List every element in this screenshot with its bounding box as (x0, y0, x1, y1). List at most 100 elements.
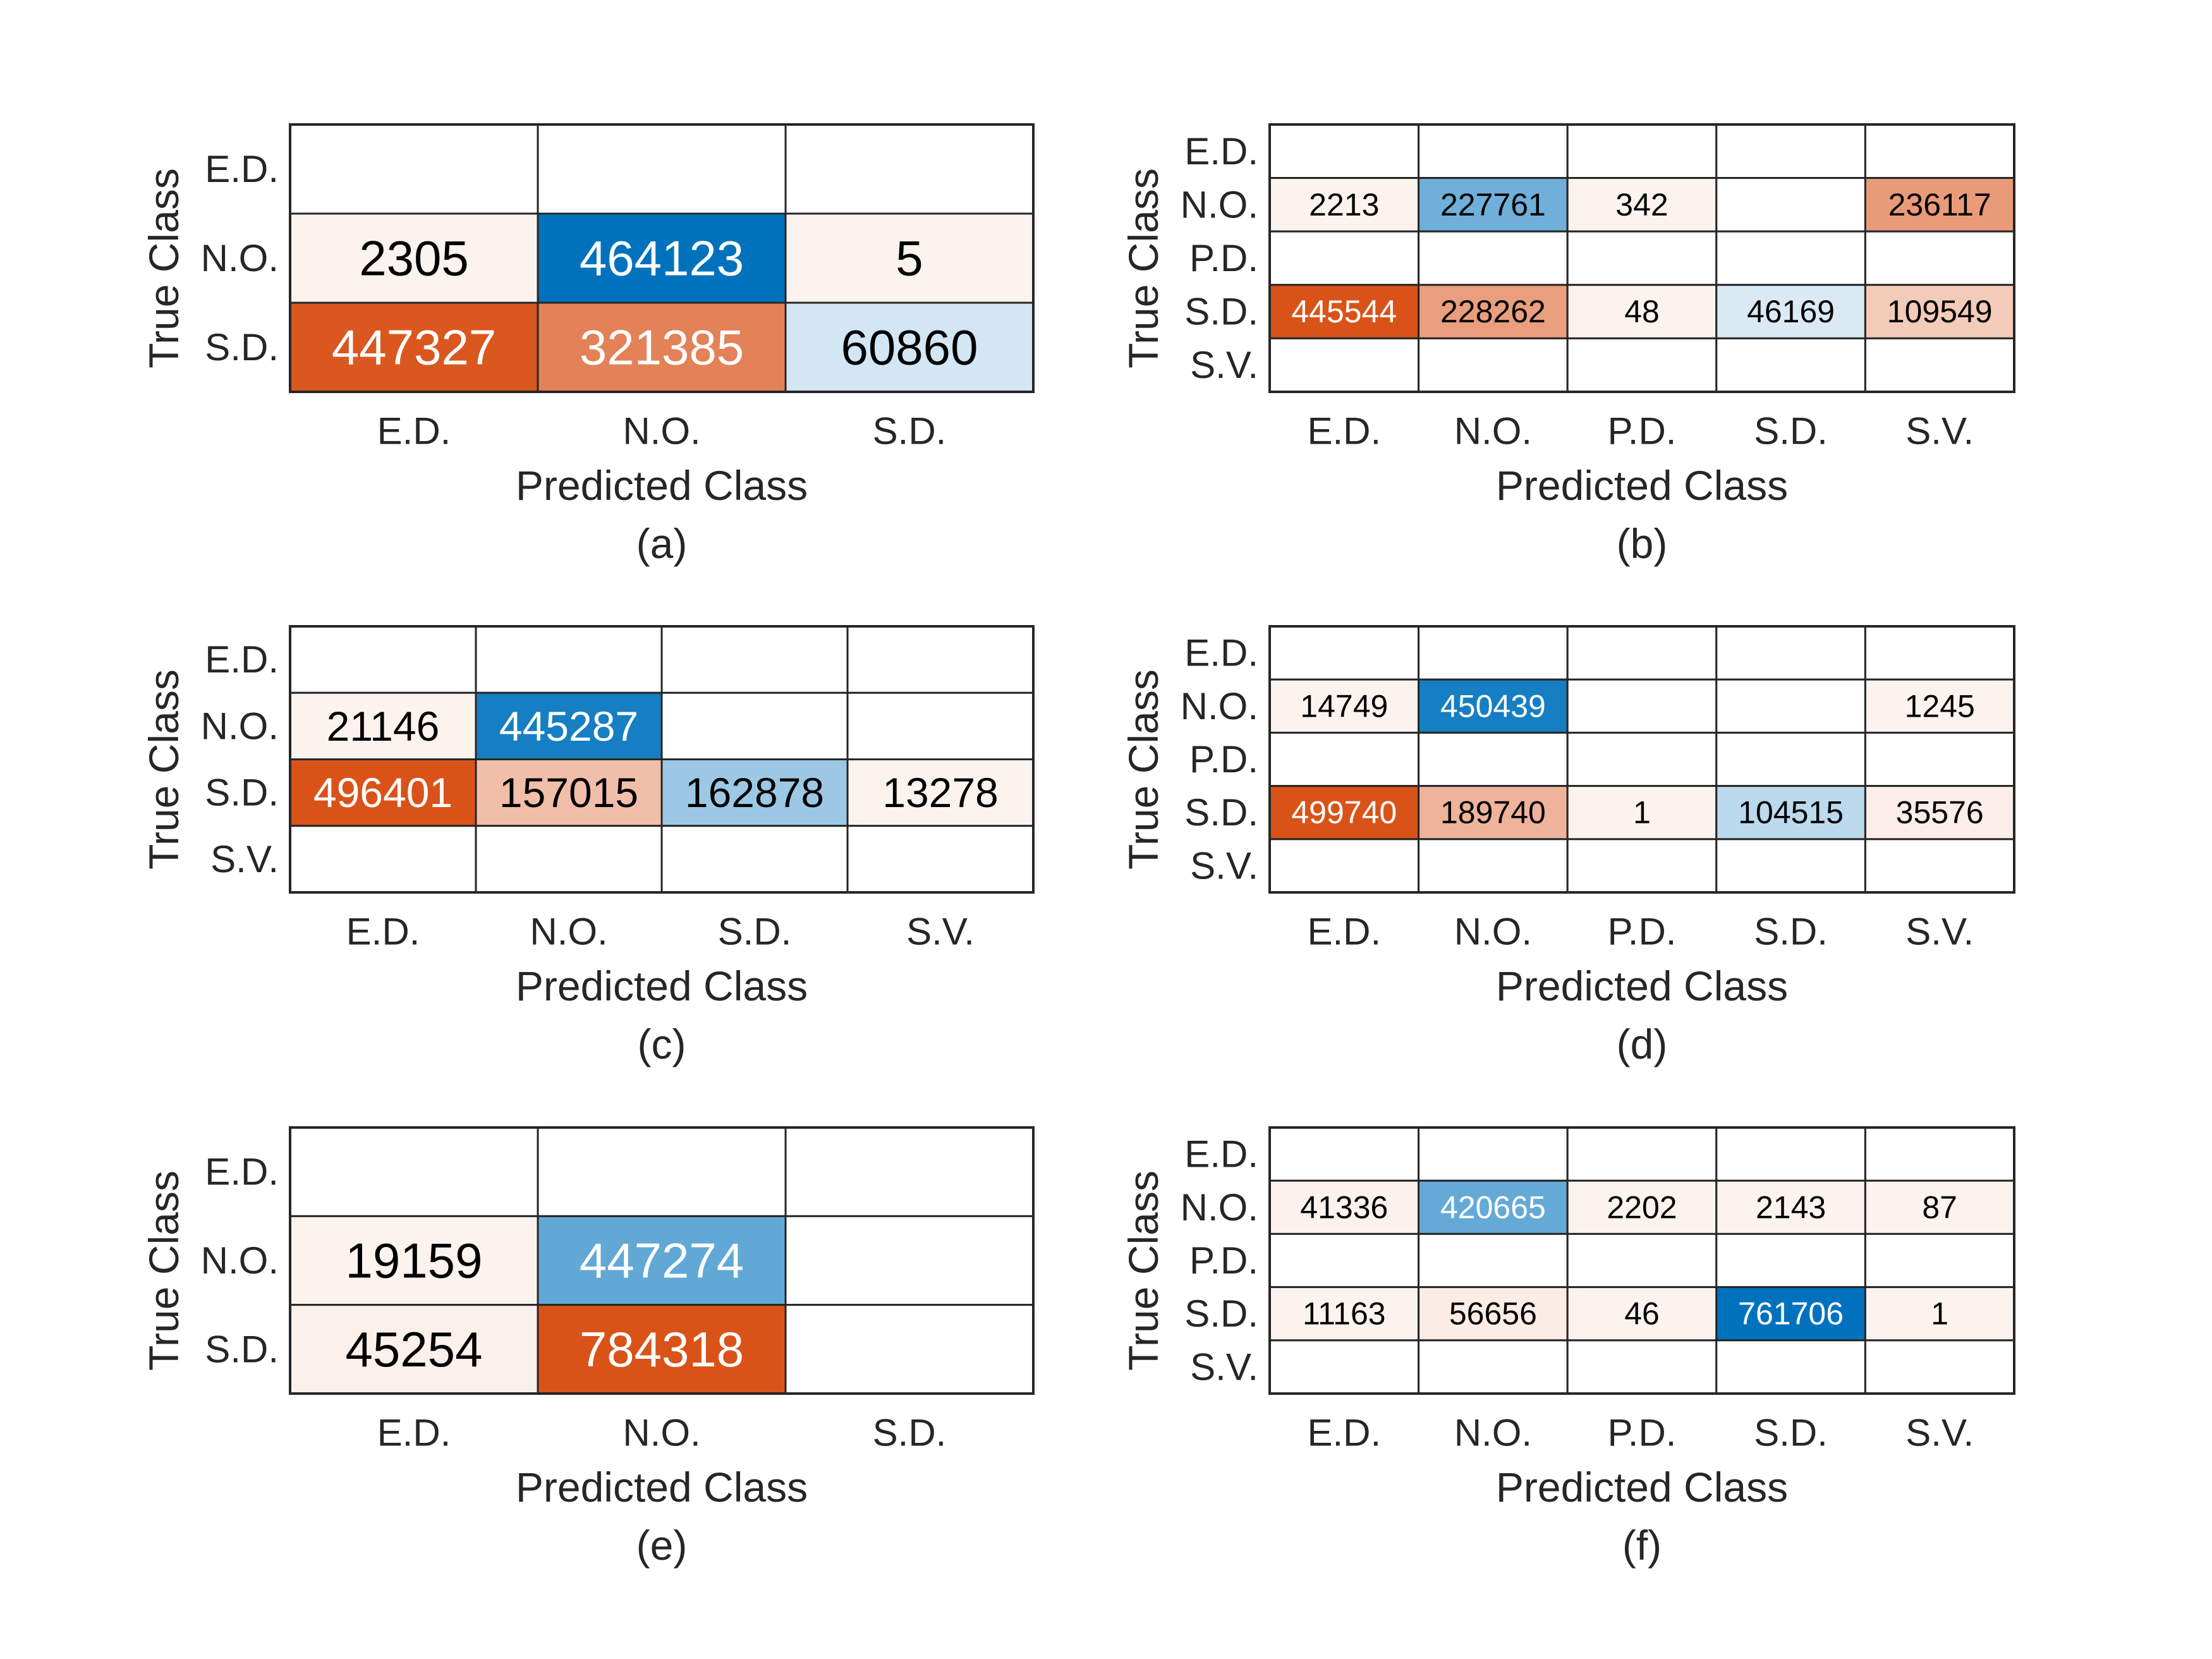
heatmap-cell (846, 691, 1035, 760)
panel-b: 2213 227761 342 236117 445544 228262 48 46169 10… (1120, 123, 2015, 567)
y-tick-label: P.D. (1189, 237, 1258, 279)
cell-value-label: 1 (1633, 795, 1651, 830)
heatmap-cell (1864, 284, 2015, 339)
x-tick-label: S.D. (1754, 1412, 1828, 1454)
heatmap-cell (1715, 177, 1866, 233)
heatmap-cell (784, 123, 1035, 215)
x-tick-label: S.D. (873, 1412, 947, 1454)
heatmap-cell (1864, 1126, 2015, 1182)
heatmap-frame (289, 625, 1035, 894)
y-axis-label: True Class (140, 168, 187, 368)
cell-value-label: 464123 (580, 231, 744, 286)
y-tick-label: E.D. (1184, 130, 1258, 173)
heatmap-cell (289, 1215, 539, 1306)
panel-caption: (b) (1617, 520, 1668, 567)
y-tick-label: N.O. (201, 237, 279, 279)
y-tick-label: N.O. (1181, 1186, 1258, 1229)
heatmap-frame (1268, 123, 2015, 393)
heatmap-cell (1418, 625, 1569, 681)
cell-value-label: 420665 (1440, 1189, 1546, 1225)
heatmap-cell (660, 825, 849, 894)
x-axis-label: Predicted Class (1496, 462, 1788, 509)
heatmap-cell (784, 212, 1035, 304)
heatmap-cell (289, 625, 477, 694)
heatmap-cell (1418, 337, 1569, 393)
heatmap-cell (475, 625, 663, 694)
y-axis-label: True Class (1120, 669, 1167, 870)
heatmap-cell (1864, 625, 2015, 681)
heatmap-cell (1566, 1339, 1718, 1395)
x-tick-label: S.D. (1754, 911, 1828, 953)
cell-value-label: 450439 (1440, 688, 1546, 724)
heatmap-cell (537, 1215, 787, 1306)
heatmap-cell (537, 123, 787, 215)
cell-value-label: 227761 (1440, 187, 1546, 222)
heatmap-cell (1268, 731, 1420, 787)
cell-value-label: 228262 (1440, 294, 1546, 329)
heatmap-cell (1715, 1339, 1866, 1395)
x-tick-label: N.O. (1454, 911, 1532, 953)
cell-value-label: 14749 (1300, 688, 1388, 724)
heatmap-cell (537, 1304, 787, 1395)
heatmap-cell (1418, 785, 1569, 841)
y-tick-label: S.V. (1190, 1346, 1258, 1388)
heatmap-cell (1566, 1232, 1718, 1289)
cell-value-label: 445287 (499, 703, 638, 750)
heatmap-cell (1864, 230, 2015, 286)
heatmap-cell (1418, 731, 1569, 787)
cell-value-label: 447327 (332, 320, 496, 375)
cell-value-label: 321385 (580, 320, 744, 375)
cell-value-label: 2143 (1756, 1189, 1826, 1225)
y-tick-label: E.D. (205, 638, 279, 681)
heatmap-cell (1566, 177, 1718, 233)
cell-value-label: 162878 (685, 769, 824, 816)
heatmap-cell (1864, 838, 2015, 894)
y-tick-label: E.D. (205, 148, 279, 190)
heatmap-cell (289, 1304, 539, 1395)
heatmap-cell (1418, 284, 1569, 339)
cell-value-label: 784318 (580, 1322, 744, 1377)
heatmap-cell (1715, 838, 1866, 894)
heatmap-cell (784, 1215, 1035, 1306)
x-axis-label: Predicted Class (516, 1464, 808, 1510)
heatmap-cell (1418, 1286, 1569, 1342)
heatmap-cell (1715, 230, 1866, 286)
heatmap-cell (784, 1126, 1035, 1217)
heatmap-cell (1566, 625, 1718, 681)
cell-value-label: 342 (1615, 187, 1668, 222)
heatmap-cell (1864, 1286, 2015, 1342)
y-tick-label: E.D. (1184, 632, 1258, 674)
x-tick-label: N.O. (1454, 410, 1532, 453)
x-tick-label: S.V. (1905, 410, 1974, 453)
heatmap-cell (537, 212, 787, 304)
heatmap-cell (1715, 1179, 1866, 1235)
y-tick-label: E.D. (1184, 1133, 1258, 1176)
heatmap-cell (1418, 123, 1569, 179)
x-tick-label: P.D. (1608, 911, 1677, 953)
heatmap-cell (1566, 123, 1718, 179)
heatmap-cell (1268, 838, 1420, 894)
cell-value-label: 60860 (841, 320, 978, 375)
heatmap-cell (660, 758, 849, 827)
x-tick-label: E.D. (1307, 911, 1381, 953)
y-axis-label: True Class (1120, 168, 1167, 368)
heatmap-cell (1418, 1339, 1569, 1395)
panel-caption: (e) (636, 1522, 688, 1569)
cell-value-label: 104515 (1738, 795, 1844, 830)
cell-value-label: 236117 (1888, 187, 1991, 222)
y-tick-label: E.D. (205, 1151, 279, 1193)
cell-value-label: 189740 (1440, 795, 1546, 830)
y-tick-label: N.O. (1181, 685, 1258, 727)
panel-caption: (d) (1617, 1021, 1668, 1067)
heatmap-cell (1864, 1179, 2015, 1235)
heatmap-cell (289, 301, 539, 393)
x-tick-label: N.O. (623, 1412, 700, 1454)
heatmap-cell (1864, 123, 2015, 179)
cell-value-label: 56656 (1449, 1296, 1537, 1332)
x-tick-label: E.D. (377, 1412, 451, 1454)
cell-value-label: 46 (1624, 1296, 1660, 1332)
cell-value-label: 447274 (580, 1233, 744, 1289)
heatmap-cell (1715, 625, 1866, 681)
panel-caption: (a) (636, 520, 688, 567)
